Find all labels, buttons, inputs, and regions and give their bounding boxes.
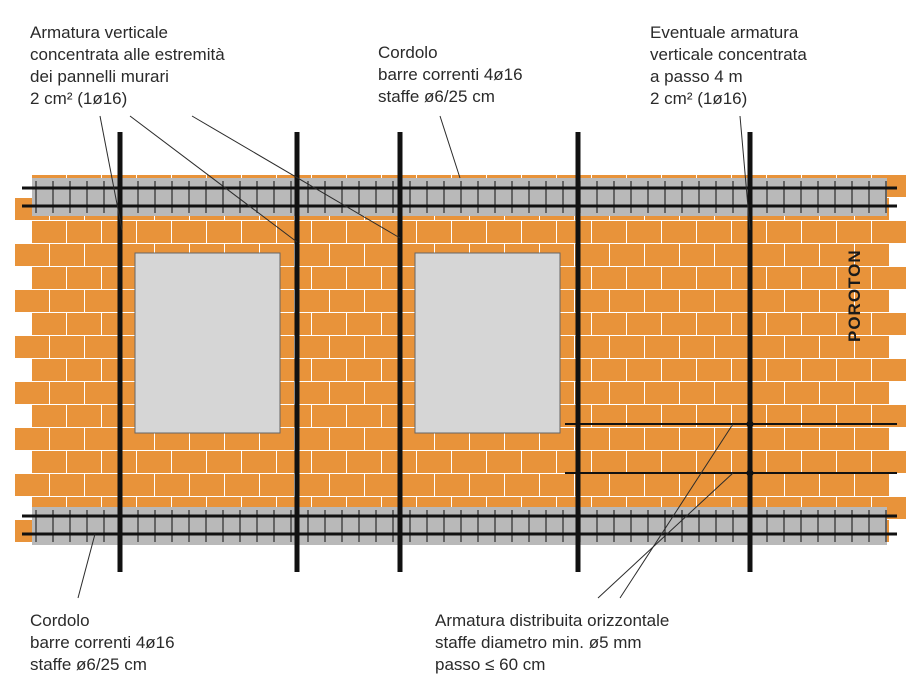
label-bottom-left: Cordolo barre correnti 4ø16 staffe ø6/25… [30,610,175,676]
svg-text:POROTON: POROTON [845,249,864,342]
label-top-left: Armatura verticale concentrata alle estr… [30,22,225,110]
label-bottom-right: Armatura distribuita orizzontale staffe … [435,610,669,676]
label-top-mid: Cordolo barre correnti 4ø16 staffe ø6/25… [378,42,523,108]
label-top-right: Eventuale armatura verticale concentrata… [650,22,807,110]
diagram-canvas: POROTON Armatura verticale concentrata a… [0,0,919,692]
